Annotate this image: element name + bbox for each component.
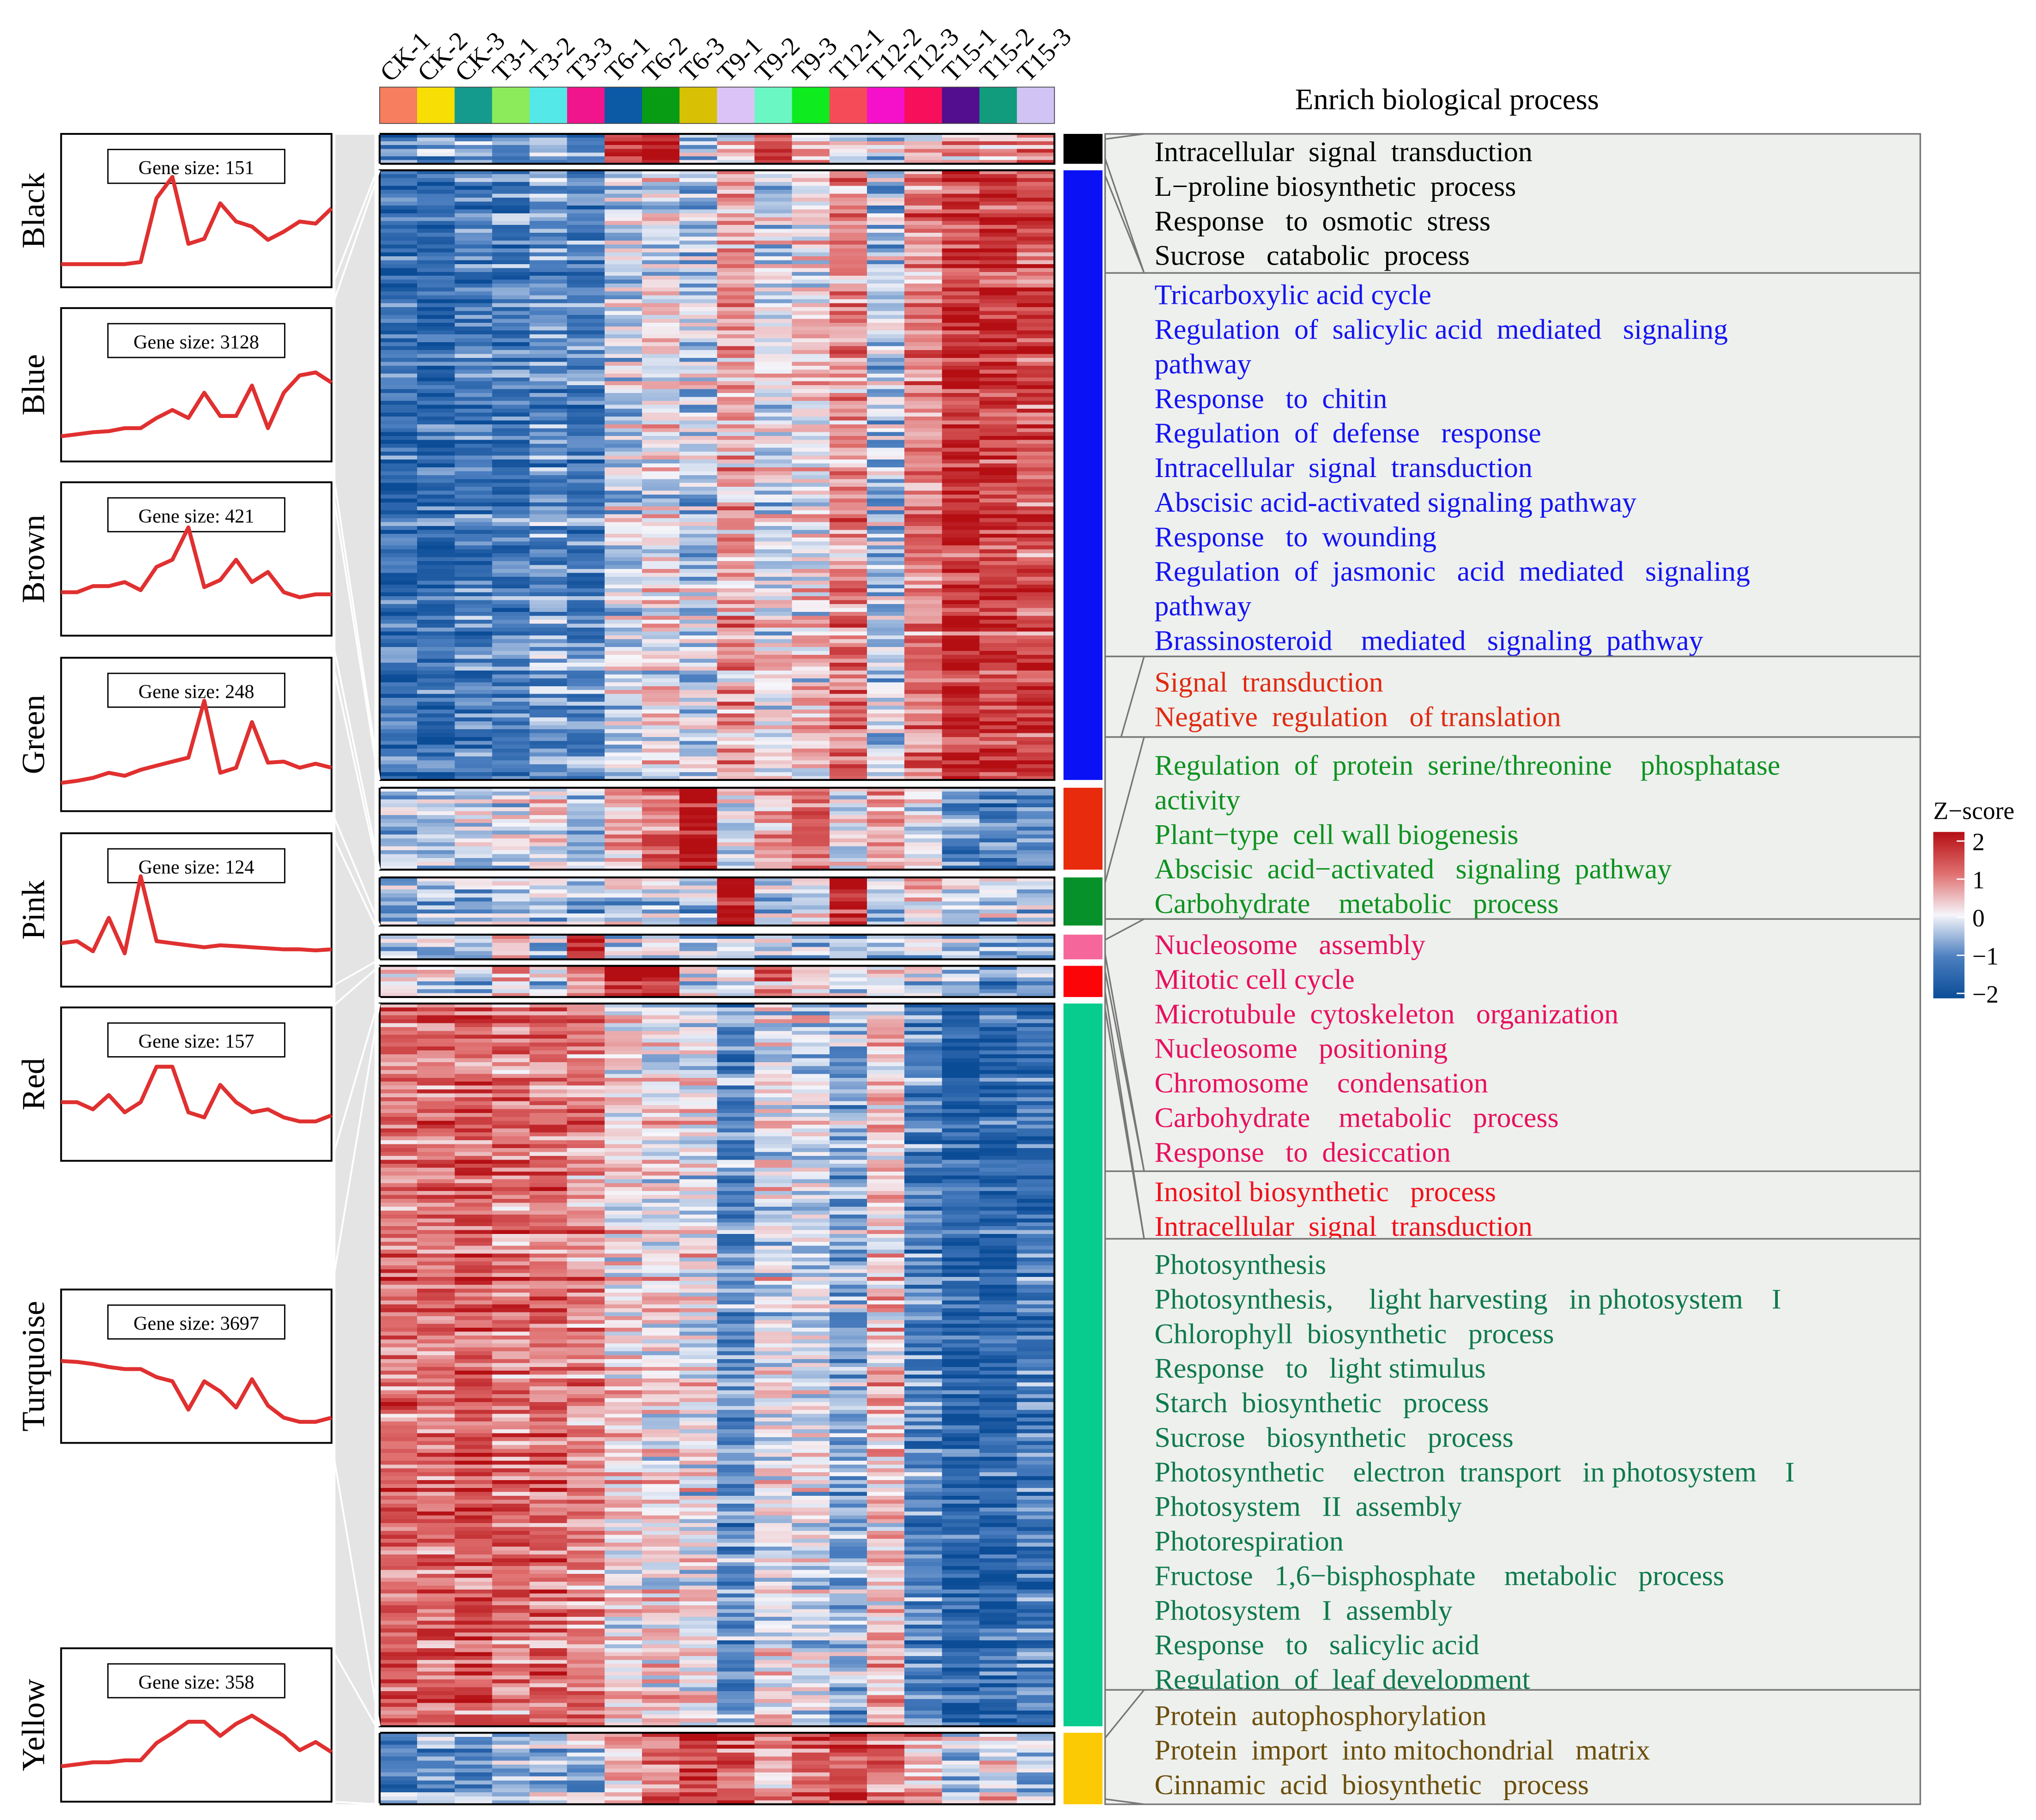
module-name-blue: Blue <box>16 354 52 416</box>
sample-color-T3-3 <box>567 87 606 124</box>
sample-color-T6-3 <box>679 87 718 124</box>
sample-color-T9-2 <box>755 87 793 124</box>
connector-band <box>335 134 374 1804</box>
term-text: Sucrose catabolic process <box>1155 240 1470 272</box>
module-name-brown: Brown <box>16 515 52 604</box>
sample-color-CK-1 <box>380 87 418 124</box>
term-text: pathway <box>1155 591 1252 622</box>
term-text: Nucleosome assembly <box>1155 929 1425 961</box>
sample-color-T3-2 <box>530 87 568 124</box>
gene-size-label: Gene size: 421 <box>139 506 254 527</box>
term-text: Abscisic acid−activated signaling pathwa… <box>1155 853 1672 885</box>
term-text: Mitotic cell cycle <box>1155 964 1355 995</box>
module-color-bar-black <box>1064 134 1103 164</box>
term-text: activity <box>1155 785 1241 816</box>
term-text: Microtubule cytoskeleton organization <box>1155 998 1619 1030</box>
term-text: Carbohydrate metabolic process <box>1155 1102 1559 1133</box>
sample-color-T6-2 <box>642 87 680 124</box>
sample-color-T6-1 <box>605 87 643 124</box>
term-text: Regulation of defense response <box>1155 417 1541 449</box>
heatmap-pink <box>380 935 1055 960</box>
term-text: Nucleosome positioning <box>1155 1033 1448 1064</box>
gene-size-label: Gene size: 3128 <box>133 331 259 353</box>
sample-color-T15-3 <box>1017 87 1055 124</box>
heatmap-blue <box>380 170 1055 781</box>
gene-size-label: Gene size: 124 <box>139 857 254 878</box>
heatmap-red <box>380 966 1055 998</box>
term-text: Carbohydrate metabolic process <box>1155 888 1559 919</box>
term-text: Regulation of protein serine/threonine p… <box>1155 750 1781 781</box>
module-color-bar-red <box>1064 966 1103 997</box>
sample-color-CK-2 <box>417 87 455 124</box>
heatmap-green <box>380 877 1055 926</box>
sample-color-T9-3 <box>792 87 830 124</box>
term-text: L−proline biosynthetic process <box>1155 171 1516 202</box>
sample-color-CK-3 <box>454 87 493 124</box>
sample-color-T12-3 <box>904 87 943 124</box>
sample-color-T12-2 <box>867 87 905 124</box>
sample-color-T15-1 <box>942 87 980 124</box>
sample-color-T15-2 <box>979 87 1018 124</box>
term-text: Brassinosteroid mediated signaling pathw… <box>1155 625 1703 656</box>
gene-size-label: Gene size: 248 <box>139 681 254 703</box>
term-text: Regulation of jasmonic acid mediated sig… <box>1155 556 1750 587</box>
term-text: Chromosome condensation <box>1155 1068 1488 1099</box>
term-text: Tricarboxylic acid cycle <box>1155 279 1431 311</box>
term-text: Intracellular signal transduction <box>1155 1211 1533 1242</box>
heatmap-turquoise <box>380 1004 1055 1727</box>
chart-title: Enrich biological process <box>1295 83 1599 116</box>
gene-size-label: Gene size: 157 <box>139 1031 254 1052</box>
term-text: Abscisic acid-activated signaling pathwa… <box>1155 487 1637 518</box>
term-text: Intracellular signal transduction <box>1155 136 1533 168</box>
module-color-bar-brown <box>1064 788 1103 870</box>
term-text: Inositol biosynthetic process <box>1155 1176 1496 1208</box>
module-name-black: Black <box>16 172 52 248</box>
module-color-bar-blue <box>1064 170 1103 780</box>
module-color-bar-green <box>1064 877 1103 925</box>
module-name-pink: Pink <box>16 880 52 940</box>
sample-color-T3-1 <box>492 87 530 124</box>
term-text: Response to wounding <box>1155 521 1436 553</box>
sample-color-T12-1 <box>830 87 868 124</box>
sample-color-T9-1 <box>717 87 755 124</box>
term-text: Plant−type cell wall biogenesis <box>1155 819 1519 850</box>
heatmap-brown <box>380 788 1055 871</box>
term-text: Response to osmotic stress <box>1155 206 1491 237</box>
term-text: Regulation of salicylic acid mediated si… <box>1155 314 1728 345</box>
module-name-red: Red <box>16 1058 52 1110</box>
module-name-green: Green <box>16 695 52 774</box>
heatmap-black <box>380 134 1055 164</box>
module-color-bar-pink <box>1064 935 1103 959</box>
term-text: Response to chitin <box>1155 383 1388 414</box>
gene-size-label: Gene size: 151 <box>139 157 254 179</box>
term-text: Intracellular signal transduction <box>1155 452 1533 484</box>
term-text: Negative regulation of translation <box>1155 701 1561 732</box>
term-text: Response to desiccation <box>1155 1137 1451 1168</box>
term-text: Signal transduction <box>1155 666 1383 698</box>
term-text: pathway <box>1155 348 1252 380</box>
